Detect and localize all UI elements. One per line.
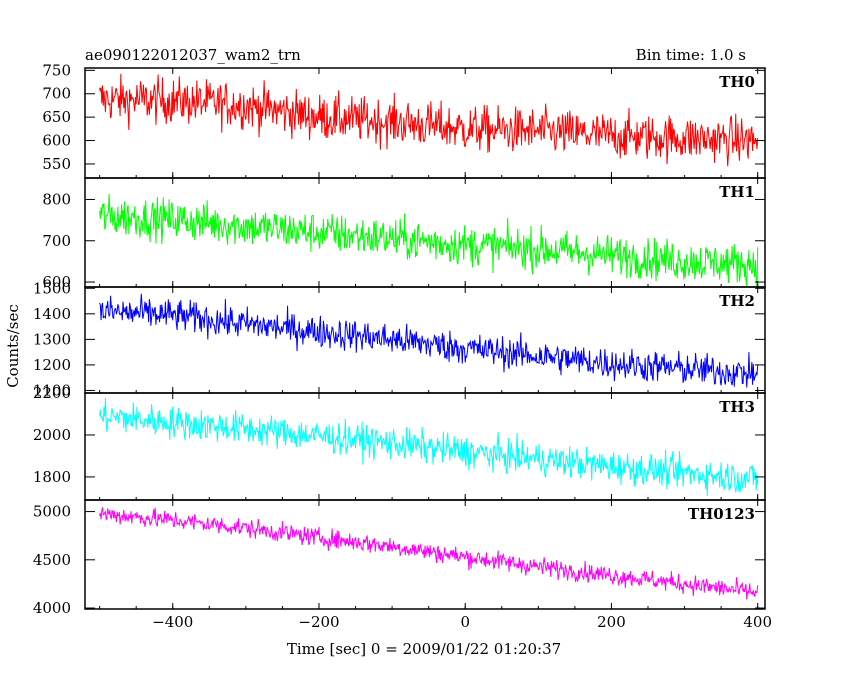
panels-group: 550 600 650 700 750 TH0 600 700 800 TH1 1100 1200 13… <box>33 61 766 617</box>
x-tick-label: −400 <box>152 613 193 631</box>
panel-label-th0: TH0 <box>719 73 755 91</box>
panel-frame <box>84 499 766 610</box>
y-tick-label: 600 <box>42 132 71 150</box>
y-tick-label: 750 <box>42 61 71 79</box>
panel-th0123: 4000 4500 5000 TH0123 <box>33 499 766 617</box>
panel-th1: 600 700 800 TH1 <box>42 177 766 291</box>
x-axis: −400 −200 0 200 400 <box>152 613 772 631</box>
y-tick-label: 2200 <box>33 384 71 402</box>
y-tick-label: 700 <box>42 232 71 250</box>
x-tick-label: 200 <box>597 613 626 631</box>
y-tick-label: 600 <box>42 273 71 291</box>
panel-frame <box>84 67 766 179</box>
panel-th3: 1800 2000 2200 TH3 <box>33 384 766 501</box>
y-tick-label: 650 <box>42 108 71 126</box>
panel-th0: 550 600 650 700 750 TH0 <box>42 61 766 179</box>
x-tick-label: 0 <box>460 613 470 631</box>
panel-frame <box>84 177 766 288</box>
series-line-th2 <box>99 293 759 388</box>
chart-title: ae090122012037_wam2_trn <box>85 46 301 64</box>
series-line-th0123 <box>99 507 759 600</box>
panel-label-th3: TH3 <box>719 398 755 416</box>
y-tick-label: 5000 <box>33 503 71 521</box>
y-tick-label: 1100 <box>33 381 71 399</box>
panel-label-th1: TH1 <box>719 183 755 201</box>
series-line-th3 <box>99 397 759 497</box>
panel-label-th2: TH2 <box>719 292 755 310</box>
series-line-th1 <box>99 194 759 287</box>
y-tick-label: 1400 <box>33 305 71 323</box>
y-tick-label: 1300 <box>33 330 71 348</box>
y-tick-label: 4000 <box>33 599 71 617</box>
panel-th2: 1100 1200 1300 1400 1500 TH2 <box>33 279 766 399</box>
y-tick-label: 800 <box>42 190 71 208</box>
series-line-th0 <box>99 73 759 167</box>
x-tick-label: 400 <box>743 613 772 631</box>
y-tick-label: 4500 <box>33 551 71 569</box>
y-tick-label: 550 <box>42 155 71 173</box>
y-axis-label: Counts/sec <box>4 304 22 388</box>
y-tick-label: 1500 <box>33 279 71 297</box>
y-tick-label: 1800 <box>33 468 71 486</box>
x-tick-label: −200 <box>298 613 339 631</box>
y-tick-label: 700 <box>42 85 71 103</box>
x-axis-label: Time [sec] 0 = 2009/01/22 01:20:37 <box>287 640 561 658</box>
panel-label-th0123: TH0123 <box>688 505 755 523</box>
bin-time-label: Bin time: 1.0 s <box>636 46 746 64</box>
y-tick-label: 2000 <box>33 426 71 444</box>
y-tick-label: 1200 <box>33 356 71 374</box>
